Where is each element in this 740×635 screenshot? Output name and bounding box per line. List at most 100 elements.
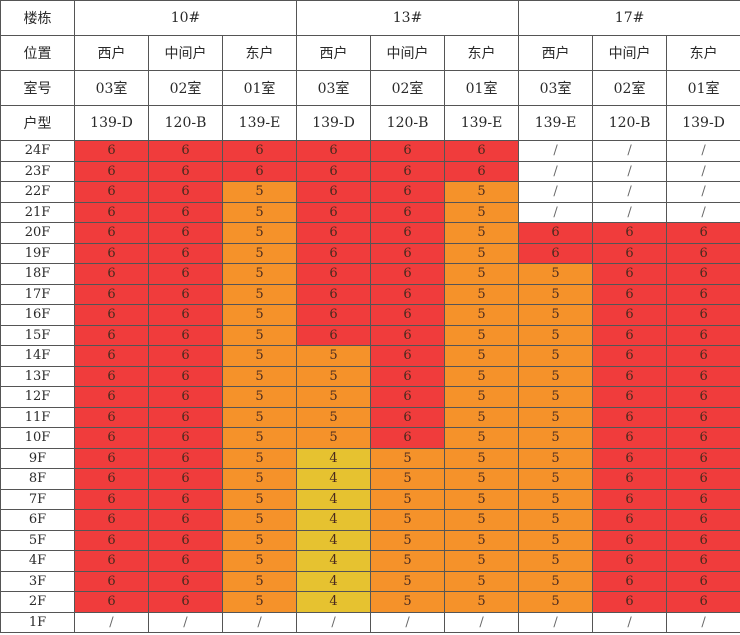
value-cell: 6 [296, 222, 372, 244]
value-cell: 6 [74, 222, 149, 244]
value-cell: 6 [74, 345, 149, 367]
value-cell: 6 [666, 304, 740, 326]
building-13: 13# [296, 0, 520, 36]
value-cell: 6 [370, 160, 446, 182]
value-cell: 5 [221, 242, 298, 264]
type-cell: 139-D [666, 105, 740, 141]
room-cell: 03室 [296, 70, 372, 106]
value-cell: 5 [518, 529, 594, 551]
value-cell: 5 [444, 591, 520, 613]
value-cell: 5 [221, 181, 298, 203]
value-cell: 6 [666, 468, 740, 490]
value-cell: 5 [444, 468, 520, 490]
value-cell: 6 [74, 447, 149, 469]
position-label: 位置 [0, 35, 75, 71]
type-cell: 120-B [148, 105, 223, 141]
floor-label: 9F [0, 447, 75, 469]
value-cell: 5 [370, 468, 446, 490]
value-cell: 6 [74, 488, 149, 510]
value-cell: 6 [148, 181, 223, 203]
table-row: 23F 6 6 6 6 6 6// / [0, 160, 740, 182]
table-row: 4F 6 6 5 4 5 5 5 6 6 [0, 550, 740, 572]
value-cell: 6 [296, 283, 372, 305]
value-cell: 5 [518, 345, 594, 367]
value-cell: / [74, 611, 149, 633]
value-cell: 5 [221, 304, 298, 326]
value-cell: 5 [518, 509, 594, 531]
floor-label: 11F [0, 406, 75, 428]
value-cell: 6 [370, 242, 446, 264]
value-cell: 6 [370, 406, 446, 428]
value-cell: 4 [296, 447, 372, 469]
table-row: 21F 6 6 5 6 6 5// / [0, 201, 740, 223]
floor-label: 22F [0, 181, 75, 203]
value-cell: 6 [148, 222, 223, 244]
value-cell: 6 [296, 160, 372, 182]
value-cell: 6 [666, 427, 740, 449]
value-cell: 6 [592, 570, 668, 592]
table-row: 14F 6 6 5 5 6 5 5 6 6 [0, 345, 740, 367]
floor-label: 19F [0, 242, 75, 264]
value-cell: 5 [518, 468, 594, 490]
value-cell: 5 [518, 447, 594, 469]
value-cell: 5 [221, 447, 298, 469]
value-cell: 6 [518, 222, 594, 244]
room-label: 室号 [0, 70, 75, 106]
value-cell: 5 [444, 550, 520, 572]
value-cell: 5 [518, 365, 594, 387]
room-cell: 02室 [370, 70, 446, 106]
value-cell: 6 [148, 570, 223, 592]
value-cell: 6 [592, 529, 668, 551]
table-row: 18F 6 6 5 6 6 5 5 6 6 [0, 263, 740, 285]
value-cell: 5 [370, 529, 446, 551]
position-cell: 东户 [444, 35, 520, 71]
floor-label: 13F [0, 365, 75, 387]
value-cell: 6 [370, 427, 446, 449]
value-cell: 6 [444, 160, 520, 182]
value-cell: 5 [518, 263, 594, 285]
position-cell: 中间户 [592, 35, 668, 71]
table-row: 1F / / / / / / / / / [0, 611, 740, 633]
value-cell: 6 [592, 263, 668, 285]
value-cell: 5 [221, 283, 298, 305]
value-cell: 6 [592, 468, 668, 490]
value-cell: 6 [592, 283, 668, 305]
floor-label: 23F [0, 160, 75, 182]
table-row: 8F 6 6 5 4 5 5 5 6 6 [0, 468, 740, 490]
value-cell: 5 [518, 283, 594, 305]
table-row: 17F 6 6 5 6 6 5 5 6 6 [0, 283, 740, 305]
value-cell: 6 [518, 242, 594, 264]
value-cell: 6 [592, 427, 668, 449]
type-label: 户型 [0, 105, 75, 141]
type-cell: 139-E [518, 105, 594, 141]
value-cell: 5 [444, 324, 520, 346]
value-cell: 4 [296, 529, 372, 551]
type-cell: 139-E [444, 105, 520, 141]
value-cell: 4 [296, 488, 372, 510]
table-row: 6F 6 6 5 4 5 5 5 6 6 [0, 509, 740, 531]
value-cell: 6 [74, 365, 149, 387]
value-cell: / [296, 611, 372, 633]
value-cell: 5 [444, 345, 520, 367]
value-cell: 6 [666, 406, 740, 428]
table-row: 3F 6 6 5 4 5 5 5 6 6 [0, 570, 740, 592]
value-cell: 6 [370, 283, 446, 305]
room-cell: 01室 [444, 70, 520, 106]
value-cell: 5 [518, 570, 594, 592]
floor-label: 4F [0, 550, 75, 572]
value-cell: 5 [444, 181, 520, 203]
building-label: 楼栋 [0, 0, 75, 36]
value-cell: 5 [444, 386, 520, 408]
value-cell: 5 [296, 427, 372, 449]
value-cell: 6 [296, 324, 372, 346]
floor-label: 7F [0, 488, 75, 510]
value-cell: 5 [444, 365, 520, 387]
value-cell: 5 [518, 386, 594, 408]
value-cell: 6 [666, 263, 740, 285]
value-cell: 6 [148, 509, 223, 531]
value-cell: 5 [444, 570, 520, 592]
table-row: 12F 6 6 5 5 6 5 5 6 6 [0, 386, 740, 408]
value-cell: 6 [296, 304, 372, 326]
table-row: 11F 6 6 5 5 6 5 5 6 6 [0, 406, 740, 428]
value-cell: 6 [666, 345, 740, 367]
